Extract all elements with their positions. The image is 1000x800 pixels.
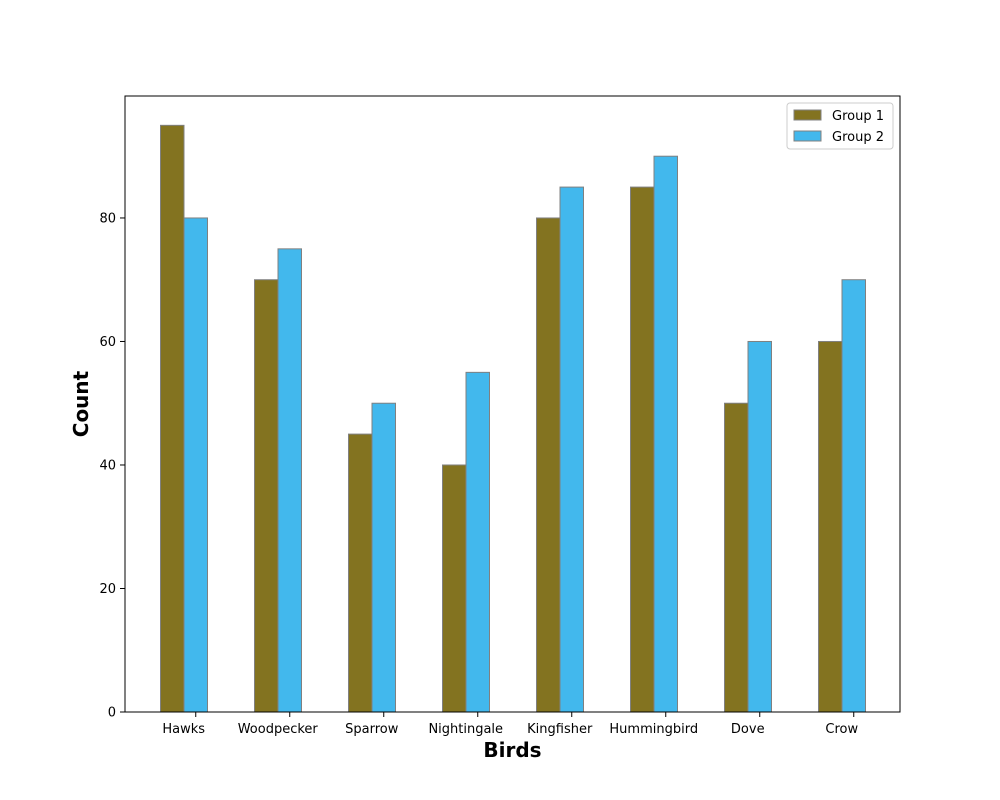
x-tick-label: Hawks (162, 722, 205, 737)
legend: Group 1 Group 2 (786, 102, 894, 150)
y-tick-label: 0 (108, 706, 116, 721)
y-tick-label: 20 (99, 582, 116, 597)
bar-crow-1 (818, 340, 843, 713)
bar-sparrow-1 (348, 433, 373, 713)
x-axis-title: Birds (483, 738, 541, 762)
y-tick-label: 40 (99, 458, 116, 473)
y-axis: 0 20 40 60 80 (99, 211, 125, 721)
x-tick-label: Kingfisher (527, 722, 593, 737)
x-tick-label: Nightingale (428, 722, 503, 737)
bar-crow-2 (841, 279, 866, 713)
x-tick-label: Hummingbird (609, 722, 698, 737)
plot-area-frame (124, 95, 901, 713)
legend-swatch-1 (793, 109, 822, 121)
legend-label-1: Group 1 (832, 109, 884, 124)
x-tick-label: Dove (731, 722, 765, 737)
x-axis: Hawks Woodpecker Sparrow Nightingale Kingfis… (162, 712, 858, 737)
bar-woodpecker-1 (254, 279, 279, 713)
bar-nightingale-1 (442, 464, 467, 713)
x-tick-label: Woodpecker (238, 722, 319, 737)
legend-label-2: Group 2 (832, 130, 884, 145)
bar-hawks-2 (183, 217, 208, 713)
bar-woodpecker-2 (277, 248, 302, 713)
bar-dove-2 (747, 340, 772, 713)
bars-group (160, 124, 866, 713)
bar-dove-1 (724, 402, 749, 713)
bar-nightingale-2 (465, 371, 490, 713)
bar-sparrow-2 (371, 402, 396, 713)
bar-hummingbird-2 (653, 155, 678, 713)
bar-hawks-1 (160, 124, 185, 713)
x-tick-label: Sparrow (345, 722, 399, 737)
bar-kingfisher-1 (536, 217, 561, 713)
bar-hummingbird-1 (630, 186, 655, 713)
legend-swatch-2 (793, 130, 822, 142)
y-tick-label: 60 (99, 335, 116, 350)
bar-kingfisher-2 (559, 186, 584, 713)
y-axis-title: Count (69, 370, 93, 437)
x-tick-label: Crow (825, 722, 858, 737)
y-tick-label: 80 (99, 211, 116, 226)
